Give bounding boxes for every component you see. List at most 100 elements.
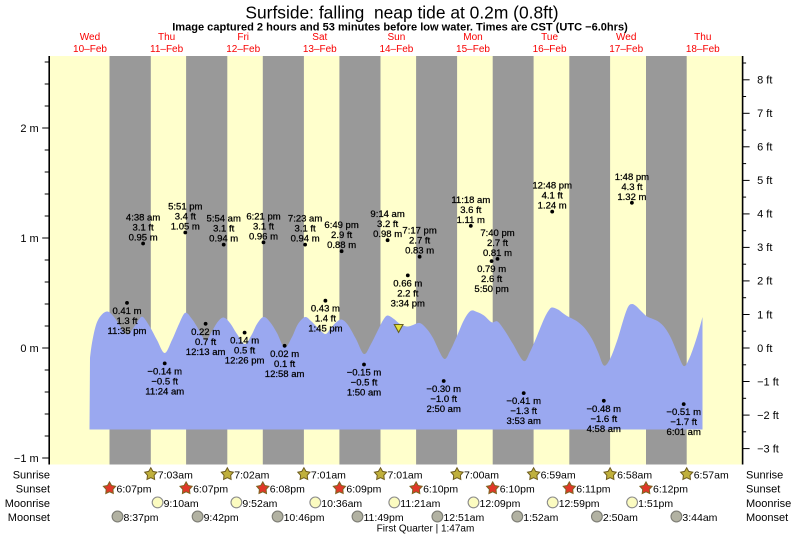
svg-text:0.66 m: 0.66 m bbox=[393, 278, 422, 289]
svg-text:Wed: Wed bbox=[616, 32, 636, 43]
svg-text:2.2 ft: 2.2 ft bbox=[397, 288, 418, 299]
svg-text:0 ft: 0 ft bbox=[757, 343, 772, 355]
svg-text:7 ft: 7 ft bbox=[757, 108, 772, 120]
svg-text:4:58 am: 4:58 am bbox=[587, 424, 621, 435]
svg-text:5:54 am: 5:54 am bbox=[207, 214, 241, 225]
svg-text:Moonrise: Moonrise bbox=[5, 498, 50, 510]
svg-text:0.81 m: 0.81 m bbox=[483, 248, 512, 259]
svg-text:Sunrise: Sunrise bbox=[13, 470, 50, 482]
svg-text:6:07pm: 6:07pm bbox=[193, 484, 228, 496]
svg-text:9:10am: 9:10am bbox=[164, 498, 199, 510]
svg-text:11:18 am: 11:18 am bbox=[451, 195, 490, 206]
svg-text:12:48 pm: 12:48 pm bbox=[532, 181, 572, 192]
svg-text:12:09pm: 12:09pm bbox=[480, 498, 521, 510]
svg-text:0.94 m: 0.94 m bbox=[209, 234, 238, 245]
svg-text:7:02am: 7:02am bbox=[234, 470, 269, 482]
svg-text:6:58am: 6:58am bbox=[617, 470, 652, 482]
svg-text:5:51 pm: 5:51 pm bbox=[168, 202, 202, 213]
svg-text:4:38 am: 4:38 am bbox=[126, 213, 160, 224]
svg-text:4.3 ft: 4.3 ft bbox=[621, 182, 642, 193]
svg-text:6:59am: 6:59am bbox=[541, 470, 576, 482]
svg-text:7:40 pm: 7:40 pm bbox=[480, 228, 514, 239]
svg-text:2.9 ft: 2.9 ft bbox=[331, 230, 352, 241]
svg-text:7:01am: 7:01am bbox=[311, 470, 346, 482]
svg-text:1:51pm: 1:51pm bbox=[638, 498, 673, 510]
svg-text:1 m: 1 m bbox=[20, 233, 38, 245]
svg-text:1.3 ft: 1.3 ft bbox=[116, 316, 137, 327]
svg-text:6:11pm: 6:11pm bbox=[576, 484, 610, 496]
svg-text:Thu: Thu bbox=[694, 32, 711, 43]
svg-text:Fri: Fri bbox=[237, 32, 249, 43]
svg-text:Thu: Thu bbox=[158, 32, 175, 43]
svg-text:12:26 pm: 12:26 pm bbox=[225, 356, 265, 367]
svg-text:12:51am: 12:51am bbox=[443, 512, 484, 524]
svg-text:Mon: Mon bbox=[463, 32, 482, 43]
svg-text:−0.5 ft: −0.5 ft bbox=[151, 376, 178, 387]
svg-text:0.1 ft: 0.1 ft bbox=[274, 359, 295, 370]
svg-text:7:00am: 7:00am bbox=[464, 470, 499, 482]
svg-text:9:42pm: 9:42pm bbox=[204, 512, 239, 524]
svg-text:First Quarter | 1:47am: First Quarter | 1:47am bbox=[377, 524, 475, 535]
svg-text:6:01 am: 6:01 am bbox=[667, 427, 701, 438]
svg-text:1 ft: 1 ft bbox=[757, 309, 772, 321]
svg-text:1:50 am: 1:50 am bbox=[347, 388, 381, 399]
svg-text:10–Feb: 10–Feb bbox=[73, 44, 107, 55]
svg-text:1.05 m: 1.05 m bbox=[171, 222, 200, 233]
svg-text:−1 m: −1 m bbox=[14, 453, 39, 465]
svg-text:6:12pm: 6:12pm bbox=[653, 484, 688, 496]
svg-text:3:34 pm: 3:34 pm bbox=[391, 298, 425, 309]
svg-text:Moonrise: Moonrise bbox=[746, 498, 791, 510]
svg-text:0.79 m: 0.79 m bbox=[477, 264, 506, 275]
svg-text:6:08pm: 6:08pm bbox=[270, 484, 305, 496]
svg-text:0.98 m: 0.98 m bbox=[373, 229, 402, 240]
svg-text:3.1 ft: 3.1 ft bbox=[295, 224, 316, 235]
svg-text:−1.3 ft: −1.3 ft bbox=[510, 406, 537, 417]
svg-text:0.14 m: 0.14 m bbox=[230, 336, 259, 347]
svg-text:16–Feb: 16–Feb bbox=[533, 44, 567, 55]
svg-text:1.32 m: 1.32 m bbox=[617, 192, 646, 203]
svg-text:3.1 ft: 3.1 ft bbox=[213, 224, 234, 235]
svg-text:3:44am: 3:44am bbox=[682, 512, 717, 524]
svg-text:7:17 pm: 7:17 pm bbox=[402, 226, 436, 237]
svg-text:0.7 ft: 0.7 ft bbox=[195, 337, 216, 348]
svg-text:−0.51 m: −0.51 m bbox=[666, 407, 701, 418]
svg-text:2 m: 2 m bbox=[20, 123, 38, 135]
svg-text:6:10pm: 6:10pm bbox=[423, 484, 458, 496]
svg-text:2:50am: 2:50am bbox=[603, 512, 638, 524]
svg-text:12:58 am: 12:58 am bbox=[265, 369, 305, 380]
svg-text:5:50 pm: 5:50 pm bbox=[474, 284, 508, 295]
svg-text:10:46pm: 10:46pm bbox=[284, 512, 325, 524]
svg-text:14–Feb: 14–Feb bbox=[379, 44, 413, 55]
svg-text:Moonset: Moonset bbox=[8, 512, 50, 524]
svg-text:−1.6 ft: −1.6 ft bbox=[590, 414, 617, 425]
svg-text:2.6 ft: 2.6 ft bbox=[481, 274, 502, 285]
svg-text:3 ft: 3 ft bbox=[757, 242, 772, 254]
svg-text:0.95 m: 0.95 m bbox=[129, 233, 158, 244]
svg-text:Sunset: Sunset bbox=[746, 484, 780, 496]
svg-text:3.1 ft: 3.1 ft bbox=[253, 221, 274, 232]
svg-text:3.6 ft: 3.6 ft bbox=[460, 205, 481, 216]
svg-text:0.83 m: 0.83 m bbox=[405, 246, 434, 257]
svg-text:2 ft: 2 ft bbox=[757, 276, 772, 288]
svg-text:−1 ft: −1 ft bbox=[757, 376, 779, 388]
svg-text:Surfside: falling neap tide a: Surfside: falling neap tide at 0.2m (0.8… bbox=[245, 3, 558, 23]
svg-text:3.2 ft: 3.2 ft bbox=[377, 219, 398, 230]
svg-text:8:37pm: 8:37pm bbox=[124, 512, 159, 524]
svg-text:1.4 ft: 1.4 ft bbox=[315, 314, 336, 325]
svg-text:−0.30 m: −0.30 m bbox=[426, 384, 461, 395]
svg-text:−1.0 ft: −1.0 ft bbox=[430, 394, 457, 405]
svg-text:3.4 ft: 3.4 ft bbox=[175, 212, 196, 223]
svg-text:12:13 am: 12:13 am bbox=[186, 347, 226, 358]
svg-text:Sunrise: Sunrise bbox=[746, 470, 783, 482]
svg-text:Tue: Tue bbox=[541, 32, 558, 43]
svg-text:6:10pm: 6:10pm bbox=[500, 484, 535, 496]
svg-text:−3 ft: −3 ft bbox=[757, 443, 779, 455]
svg-text:11:24 am: 11:24 am bbox=[145, 386, 184, 397]
svg-text:0 m: 0 m bbox=[20, 343, 38, 355]
svg-text:0.96 m: 0.96 m bbox=[249, 231, 278, 242]
svg-text:−0.48 m: −0.48 m bbox=[587, 404, 622, 415]
svg-text:6:21 pm: 6:21 pm bbox=[246, 211, 280, 222]
svg-text:7:01am: 7:01am bbox=[388, 470, 423, 482]
svg-text:Sat: Sat bbox=[312, 32, 327, 43]
svg-text:1:48 pm: 1:48 pm bbox=[615, 172, 649, 183]
